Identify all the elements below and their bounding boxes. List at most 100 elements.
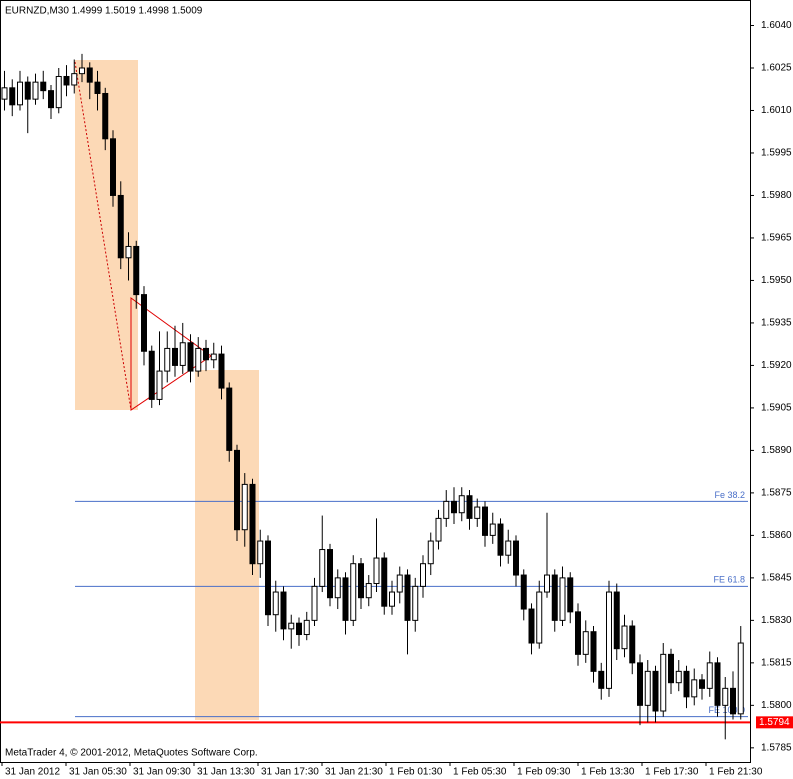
candle-body [730, 687, 736, 715]
candle-body [210, 353, 217, 361]
candle-body [334, 577, 341, 599]
candle-body [94, 81, 101, 94]
x-tick-label: 1 Feb 13:30 [581, 767, 635, 778]
candle-body [412, 585, 419, 621]
candle-body [443, 500, 450, 519]
candle-body [606, 591, 612, 689]
candle-body [396, 574, 403, 593]
candle-body [691, 679, 698, 698]
x-tick-label: 31 Jan 17:30 [261, 767, 319, 778]
price-label-box [756, 716, 793, 729]
candle-body [598, 670, 605, 689]
y-tick-label: 1.5785 [761, 742, 792, 753]
y-tick-label: 1.6010 [761, 105, 792, 116]
candle-body [234, 449, 240, 531]
trend-line [74, 61, 132, 411]
candle-body [9, 87, 16, 106]
candle-body [1, 87, 8, 100]
candle-body [675, 670, 682, 684]
candle-body [358, 563, 364, 599]
candle-body [699, 679, 705, 689]
fibo-label: Fe 38.2 [714, 490, 745, 500]
y-tick-label: 1.5980 [761, 190, 792, 201]
candle-body [652, 670, 659, 712]
y-tick-label: 1.5860 [761, 530, 792, 541]
price-label: 1.5794 [759, 717, 790, 728]
candle-body [706, 662, 713, 689]
candle-body [195, 347, 202, 372]
y-tick-label: 1.5890 [761, 445, 792, 456]
candle-body [350, 563, 357, 621]
x-tick-label: 1 Feb 21:30 [709, 767, 763, 778]
candle-body [241, 483, 248, 531]
candle-body [551, 574, 558, 621]
candle-body [296, 622, 302, 636]
candle-body [575, 611, 581, 655]
candle-body [303, 619, 310, 636]
y-tick-label: 1.6025 [761, 63, 792, 74]
x-tick-label: 1 Feb 01:30 [389, 767, 443, 778]
candle-body [660, 653, 667, 712]
candle-body [544, 574, 550, 593]
candle-body [226, 387, 233, 451]
candle-body [265, 540, 271, 616]
chart-header: EURNZD,M30 1.4999 1.5019 1.4998 1.5009 [5, 6, 203, 17]
candle-body [102, 92, 109, 140]
candle-body [621, 625, 628, 650]
candle-body [474, 506, 481, 519]
candle-body [249, 483, 256, 565]
candle-body [458, 495, 465, 514]
y-tick-label: 1.5830 [761, 615, 792, 626]
candle-body [288, 622, 295, 630]
candle-body [582, 631, 589, 655]
candle-body [141, 294, 147, 352]
y-tick-label: 1.5965 [761, 233, 792, 244]
candle-body [722, 687, 729, 706]
candle-body [482, 506, 488, 536]
candle-body [683, 670, 690, 698]
candle-body [63, 75, 70, 86]
candle-body [629, 625, 636, 664]
candle-body [536, 591, 543, 644]
candle-body [86, 67, 93, 83]
y-tick-label: 1.5815 [761, 657, 792, 668]
candle-body [520, 574, 527, 610]
candle-body [590, 631, 597, 672]
candle-body [172, 347, 178, 366]
candle-body [203, 347, 209, 361]
candle-body [389, 591, 395, 607]
candle-body [497, 523, 504, 556]
candle-body [644, 670, 651, 706]
x-tick-label: 1 Feb 09:30 [517, 767, 571, 778]
candle-body [365, 583, 372, 599]
candle-body [319, 549, 326, 587]
candle-body [613, 591, 620, 650]
candle-body [567, 577, 574, 613]
candle-body [505, 540, 512, 556]
candle-body [17, 81, 23, 106]
candle-body [55, 75, 62, 109]
candle-body [79, 67, 85, 75]
candle-body [373, 557, 380, 585]
candle-body [148, 350, 155, 400]
candle-body [714, 662, 721, 706]
plot-frame [0, 0, 751, 763]
x-tick-label: 1 Feb 05:30 [453, 767, 507, 778]
candle-body [420, 563, 426, 587]
candle-body [435, 517, 442, 542]
candle-body [466, 495, 473, 519]
x-tick-label: 1 Feb 17:30 [645, 767, 699, 778]
x-tick-label: 31 Jan 21:30 [325, 767, 383, 778]
candle-body [48, 90, 54, 109]
y-tick-label: 1.5995 [761, 148, 792, 159]
candle-body [117, 194, 124, 259]
footer: MetaTrader 4, © 2001-2012, MetaQuotes So… [5, 748, 258, 759]
y-tick-label: 1.5935 [761, 318, 792, 329]
candle-body [187, 342, 194, 372]
candle-body [737, 642, 744, 715]
candle-body [513, 540, 519, 576]
candle-body [272, 591, 279, 616]
triangle [130, 297, 212, 411]
candle-body [327, 549, 333, 599]
